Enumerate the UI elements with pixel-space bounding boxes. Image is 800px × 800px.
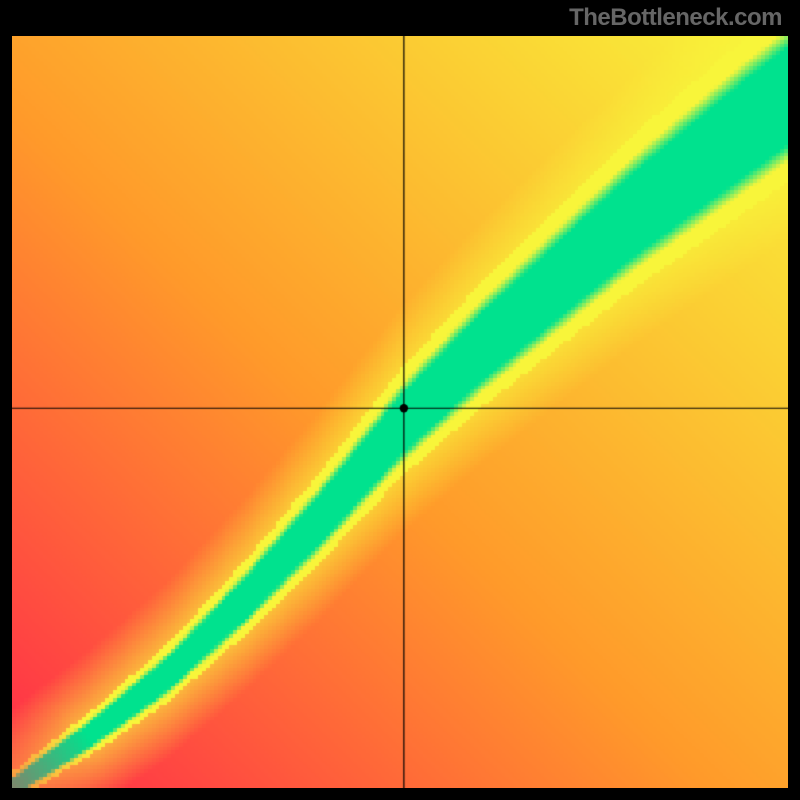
chart-container: TheBottleneck.com bbox=[0, 0, 800, 800]
bottleneck-heatmap bbox=[12, 36, 788, 788]
watermark-text: TheBottleneck.com bbox=[569, 4, 782, 32]
